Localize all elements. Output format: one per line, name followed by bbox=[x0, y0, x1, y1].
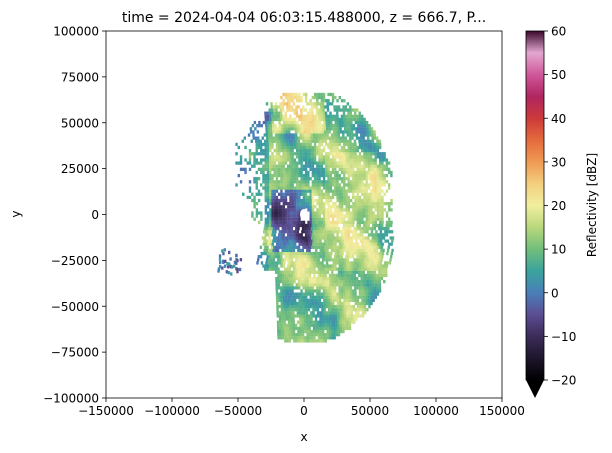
y-axis-label: y bbox=[9, 210, 23, 217]
colorbar-tick-label: −10 bbox=[551, 330, 576, 344]
x-tick-label: 150000 bbox=[479, 404, 525, 418]
y-tick-label: 100000 bbox=[53, 25, 99, 39]
y-tick-label: −50000 bbox=[51, 300, 99, 314]
x-tick-label: −100000 bbox=[144, 404, 200, 418]
x-tick-label: −150000 bbox=[78, 404, 134, 418]
radar-location-marker bbox=[300, 209, 308, 220]
colorbar-tick-label: 40 bbox=[551, 112, 566, 126]
colorbar-extend-min-triangle bbox=[526, 380, 544, 398]
y-axis-ticks: 100000 75000 50000 25000 0 −25000 −50000 −75000… bbox=[43, 25, 106, 406]
x-tick-label: 0 bbox=[300, 404, 308, 418]
colorbar-tick-label: 50 bbox=[551, 68, 566, 82]
colorbar-tick-label: 0 bbox=[551, 286, 559, 300]
y-tick-label: −100000 bbox=[43, 392, 99, 406]
y-tick-label: 75000 bbox=[61, 70, 99, 84]
colorbar-tick-label: 60 bbox=[551, 25, 566, 39]
x-tick-label: −50000 bbox=[214, 404, 262, 418]
x-axis-label: x bbox=[300, 430, 307, 444]
colorbar-tick-label: −20 bbox=[551, 374, 576, 388]
chart-title: time = 2024-04-04 06:03:15.488000, z = 6… bbox=[122, 10, 486, 26]
x-tick-label: 50000 bbox=[351, 404, 389, 418]
y-tick-label: 0 bbox=[91, 208, 99, 222]
y-tick-label: −75000 bbox=[51, 346, 99, 360]
y-tick-label: 25000 bbox=[61, 162, 99, 176]
plot-area bbox=[105, 30, 503, 399]
y-tick-label: −25000 bbox=[51, 254, 99, 268]
x-tick-label: 100000 bbox=[413, 404, 459, 418]
colorbar-ticks: −20 −10 0 10 20 30 40 50 60 bbox=[544, 25, 576, 388]
x-axis-ticks: −150000 −100000 −50000 0 50000 100000 150000 bbox=[78, 398, 525, 418]
colorbar-tick-label: 10 bbox=[551, 243, 566, 257]
reflectivity-field bbox=[217, 92, 395, 343]
y-tick-label: 50000 bbox=[61, 116, 99, 130]
colorbar-label: Reflectivity [dBZ] bbox=[585, 153, 599, 257]
colorbar-gradient bbox=[526, 31, 544, 380]
colorbar-tick-label: 30 bbox=[551, 155, 566, 169]
colorbar-tick-label: 20 bbox=[551, 199, 566, 213]
colorbar: −20 −10 0 10 20 30 40 50 60 Reflectivity [dBZ] bbox=[525, 25, 599, 398]
